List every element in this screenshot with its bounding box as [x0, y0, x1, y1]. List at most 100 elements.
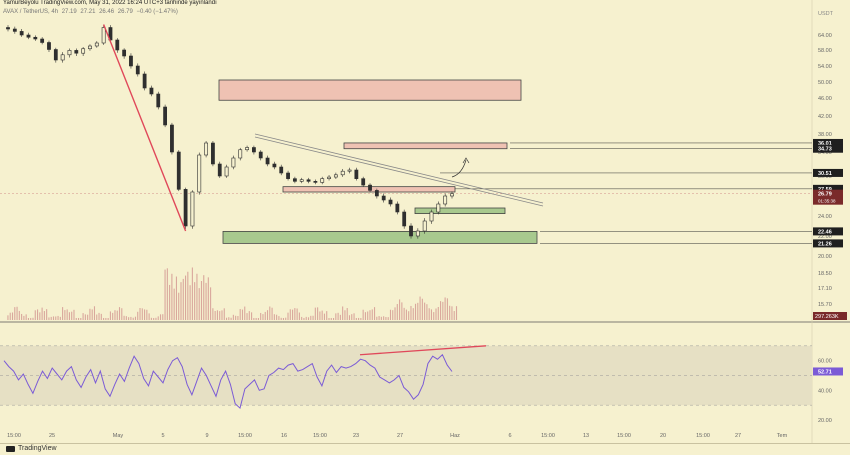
candle-body: [190, 191, 195, 227]
volume-bar: [237, 315, 239, 320]
candle-body: [395, 203, 400, 213]
volume-bar: [11, 312, 14, 320]
ohlc-low: 26.46: [99, 9, 115, 15]
volume-bar: [178, 292, 180, 320]
volume-bar: [330, 318, 332, 320]
volume-badge: [813, 312, 847, 320]
candle-body: [388, 199, 393, 205]
volume-bar: [189, 285, 191, 320]
candle-body: [101, 27, 106, 44]
volume-bar: [200, 281, 203, 320]
volume-bar: [96, 314, 98, 320]
candle-body: [292, 178, 297, 182]
time-tick-label: 20: [660, 433, 666, 439]
time-tick-label: Tem: [777, 433, 788, 439]
trading-chart[interactable]: USDT 64.00 58.00 54.00 50.00 46.00 42.00 38.00 3…: [0, 0, 850, 443]
volume-bar: [248, 311, 250, 320]
price-badge: [813, 184, 843, 193]
volume-bar: [292, 309, 294, 320]
volume-bar: [196, 273, 198, 320]
volume-bar: [296, 308, 298, 320]
time-tick-label: 13: [583, 433, 589, 439]
volume-bar: [319, 311, 321, 320]
volume-bar: [451, 306, 453, 320]
volume-bar: [392, 310, 394, 320]
candle-body: [94, 42, 99, 47]
price-badge: [813, 239, 843, 248]
volume-bar: [230, 317, 232, 320]
volume-badge-label: 297.263K: [815, 314, 839, 320]
tradingview-brand[interactable]: TradingView: [6, 445, 57, 452]
volume-bar: [385, 316, 387, 320]
volume-bar: [223, 308, 225, 320]
candle-body: [368, 184, 372, 191]
volume-bar: [280, 317, 282, 320]
volume-bar: [7, 315, 9, 320]
volume-bar: [128, 317, 130, 320]
volume-bar: [210, 287, 212, 320]
volume-bar: [50, 316, 52, 320]
price-badge-label: 34.73: [818, 147, 832, 153]
volume-bar: [362, 309, 364, 320]
candle-body: [149, 87, 154, 95]
brand-label: TradingView: [18, 445, 57, 452]
volume-bar: [68, 312, 70, 320]
volume-bar: [401, 302, 403, 320]
support-zone: [414, 207, 506, 214]
price-badge-label: 21.26: [818, 241, 832, 247]
candle-body: [129, 55, 133, 67]
rsi-badge: [813, 367, 843, 376]
candle-body: [238, 149, 243, 159]
volume-bar: [373, 307, 376, 320]
volume-bar: [333, 318, 335, 320]
volume-bar: [253, 318, 255, 320]
volume-bar: [46, 309, 48, 320]
volume-bar: [198, 288, 200, 320]
time-tick-label: 5: [161, 433, 164, 439]
volume-bar: [301, 316, 303, 320]
volume-bar: [185, 275, 187, 320]
volume-bar: [278, 316, 280, 320]
volume-bar: [440, 301, 442, 320]
price-tick-label: 58.00: [818, 48, 832, 54]
volume-bar: [358, 317, 360, 320]
volume-bar: [326, 311, 328, 320]
price-tick-label: 54.00: [818, 64, 832, 70]
candle-body: [327, 176, 331, 179]
breakout-arrow: [451, 159, 467, 178]
volume-bar: [408, 311, 410, 320]
candle-body: [279, 166, 284, 174]
candle-body: [245, 147, 249, 151]
volume-bar: [246, 313, 248, 320]
candle-body: [415, 230, 420, 237]
volume-bar: [157, 316, 159, 320]
volume-bar: [328, 318, 330, 320]
volume-bar: [444, 297, 446, 320]
volume-bar: [116, 310, 118, 320]
candle-body: [450, 193, 454, 197]
time-tick-label: 15:00: [541, 433, 555, 439]
volume-bar: [435, 308, 437, 320]
time-tick-label: 15:00: [617, 433, 631, 439]
volume-bar: [257, 318, 259, 320]
volume-bar: [107, 318, 109, 320]
price-badge: [813, 189, 843, 205]
volume-bar: [139, 307, 141, 320]
candle-body: [142, 73, 147, 89]
volume-bar: [80, 318, 82, 320]
volume-bar: [155, 317, 157, 320]
volume-bar: [367, 311, 369, 320]
price-badge-label: 30.51: [818, 171, 832, 177]
volume-bar: [41, 307, 43, 320]
candle-body: [381, 195, 386, 201]
time-tick-label: 6: [508, 433, 511, 439]
volume-bar: [187, 271, 189, 320]
volume-bar: [171, 273, 173, 320]
volume-bar: [207, 277, 209, 320]
volume-bar: [48, 317, 50, 320]
volume-bar: [276, 314, 278, 320]
volume-bar: [303, 317, 305, 320]
volume-bar: [114, 310, 116, 320]
volume-bar: [59, 316, 61, 320]
rsi-tick-label: 60.00: [818, 359, 832, 365]
